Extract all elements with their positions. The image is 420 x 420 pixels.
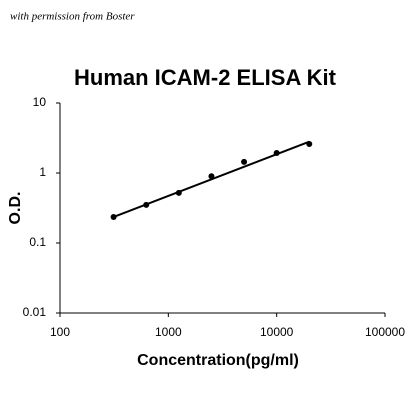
x-tick-label: 1000	[155, 325, 182, 339]
y-tick-label: 10	[33, 95, 47, 109]
y-tick-label: 0.01	[23, 305, 47, 319]
x-tick-label: 100000	[365, 325, 405, 339]
data-point	[110, 214, 117, 221]
data-point	[175, 189, 182, 196]
watermark: with permission from Boster	[10, 11, 135, 23]
y-tick-label: 0.1	[29, 235, 46, 249]
y-tick-label: 1	[39, 165, 46, 179]
y-axis-label: O.D.	[7, 192, 24, 225]
x-tick-label: 10000	[260, 325, 294, 339]
data-point	[208, 173, 215, 180]
data-point	[273, 150, 280, 157]
data-point	[241, 158, 248, 165]
data-point	[306, 140, 313, 147]
x-tick-label: 100	[50, 325, 70, 339]
data-point	[143, 201, 150, 208]
x-axis-label: Concentration(pg/ml)	[137, 352, 299, 369]
chart-title: Human ICAM-2 ELISA Kit	[74, 65, 337, 90]
